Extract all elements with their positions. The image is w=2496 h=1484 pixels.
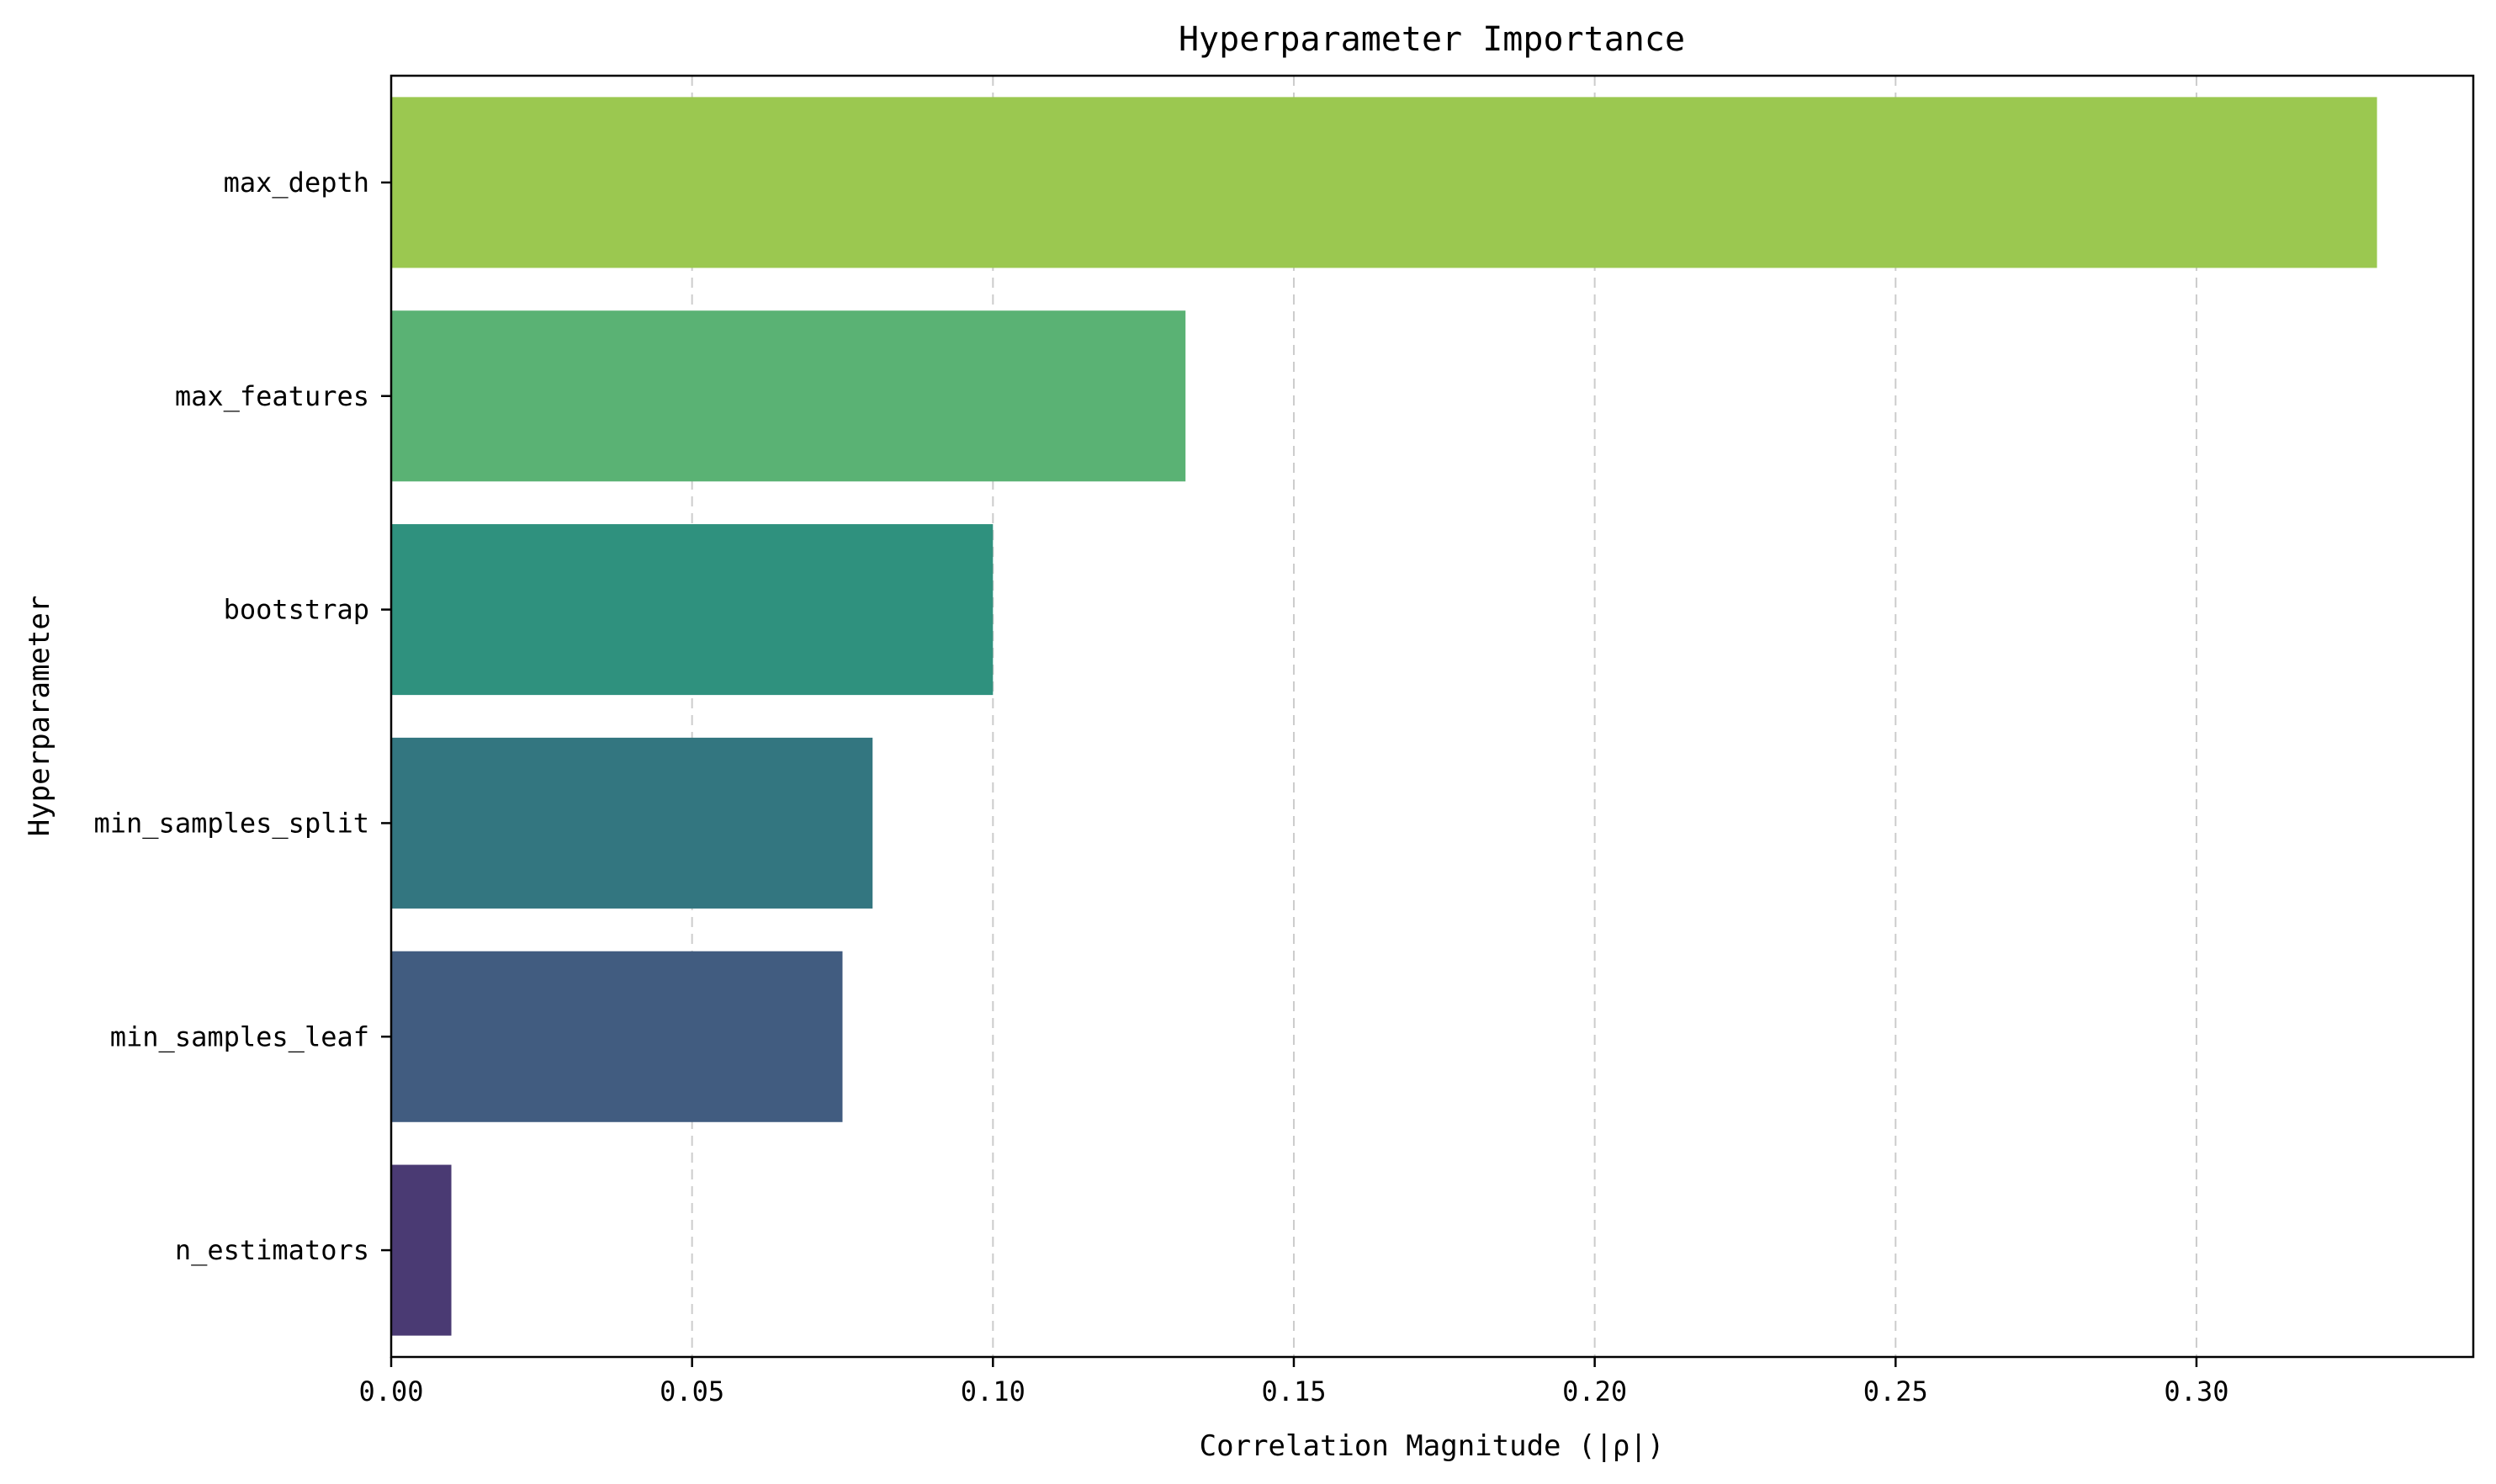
- x-tick-label: 0.05: [660, 1375, 724, 1407]
- x-tick-label: 0.10: [961, 1375, 1025, 1407]
- grid-lines: [691, 76, 2197, 1357]
- bar-bootstrap: [391, 524, 994, 696]
- y-axis-label: Hyperparameter: [23, 596, 56, 837]
- bar-n-estimators: [391, 1164, 452, 1336]
- x-tick-label: 0.30: [2164, 1375, 2228, 1407]
- y-tick-label: n_estimators: [175, 1234, 369, 1266]
- x-axis-label: Correlation Magnitude (|ρ|): [1200, 1429, 1665, 1463]
- bar-max-features: [391, 310, 1186, 482]
- bars: [391, 97, 2377, 1336]
- y-tick-label: max_features: [175, 380, 369, 412]
- bar-min-samples-leaf: [391, 951, 843, 1122]
- x-tick-label: 0.25: [1863, 1375, 1928, 1407]
- y-tick-label: max_depth: [224, 167, 369, 199]
- x-tick-label: 0.00: [358, 1375, 423, 1407]
- plot-frame: [390, 74, 2475, 1359]
- x-axis: 0.00 0.05 0.10 0.15 0.20 0.25 0.30: [358, 1357, 2228, 1407]
- chart-title: Hyperparameter Importance: [1179, 20, 1685, 59]
- y-tick-label: bootstrap: [224, 594, 369, 626]
- y-axis: max_depth max_features bootstrap min_sample…: [93, 167, 391, 1266]
- y-tick-label: min_samples_split: [93, 807, 369, 839]
- x-tick-label: 0.20: [1562, 1375, 1627, 1407]
- y-tick-label: min_samples_leaf: [110, 1020, 369, 1052]
- bar-max-depth: [391, 97, 2377, 268]
- x-tick-label: 0.15: [1261, 1375, 1326, 1407]
- bar-min-samples-split: [391, 737, 873, 909]
